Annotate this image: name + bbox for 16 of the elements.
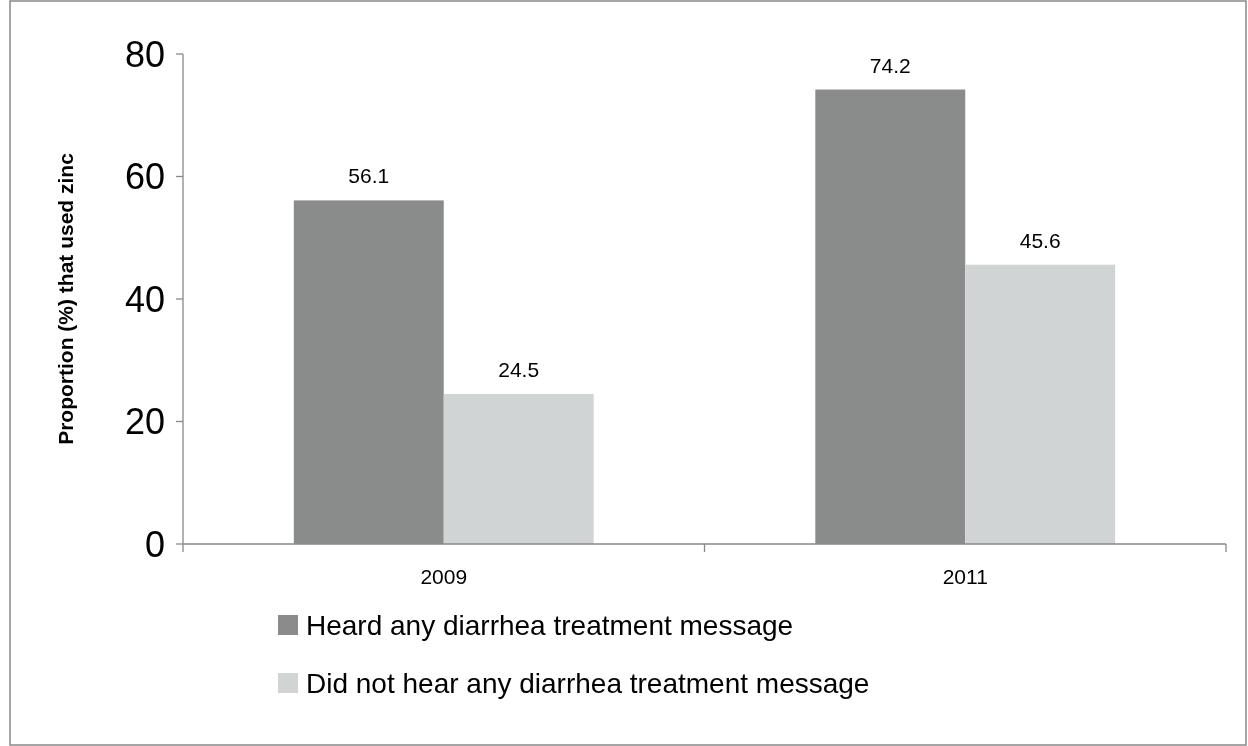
- y-tick-label: 80: [124, 33, 165, 75]
- data-label: 45.6: [1019, 228, 1061, 252]
- x-tick-label: 2009: [420, 565, 468, 588]
- legend-label: Heard any diarrhea treatment message: [306, 609, 794, 641]
- y-tick-label: 60: [124, 156, 165, 198]
- data-label: 56.1: [348, 164, 390, 188]
- data-label: 74.2: [869, 53, 911, 77]
- y-axis-title: Proportion (%) that used zinc: [54, 152, 77, 445]
- y-tick-label: 20: [124, 401, 165, 443]
- bar: [965, 264, 1116, 544]
- bar: [443, 393, 594, 544]
- x-tick-label: 2011: [942, 565, 988, 588]
- data-label: 24.5: [498, 357, 540, 381]
- legend-label: Did not hear any diarrhea treatment message: [306, 667, 870, 699]
- y-tick-label: 40: [124, 278, 165, 320]
- y-tick-label: 0: [144, 523, 165, 565]
